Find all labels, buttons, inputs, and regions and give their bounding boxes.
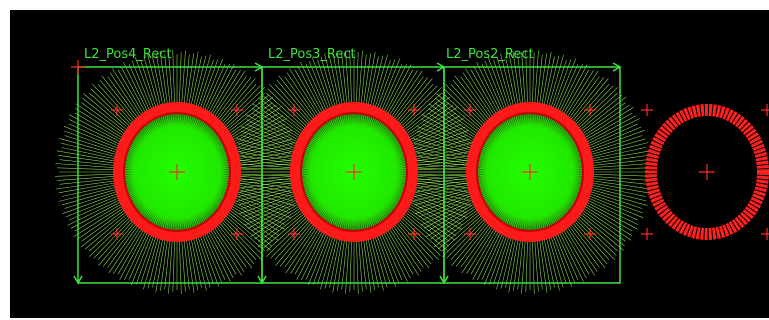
rect-label: L2_Pos2_Rect xyxy=(446,47,534,62)
page: {"labels": ["L2_Pos4_Rect", "L2_Pos3_Rec… xyxy=(0,0,769,320)
rect-label: L2_Pos4_Rect xyxy=(84,47,172,62)
cad-view: L2_Pos4_Rect L2_Pos3_Rect L2_Pos2_Rect xyxy=(0,0,769,320)
rect-label: L2_Pos3_Rect xyxy=(268,47,356,62)
